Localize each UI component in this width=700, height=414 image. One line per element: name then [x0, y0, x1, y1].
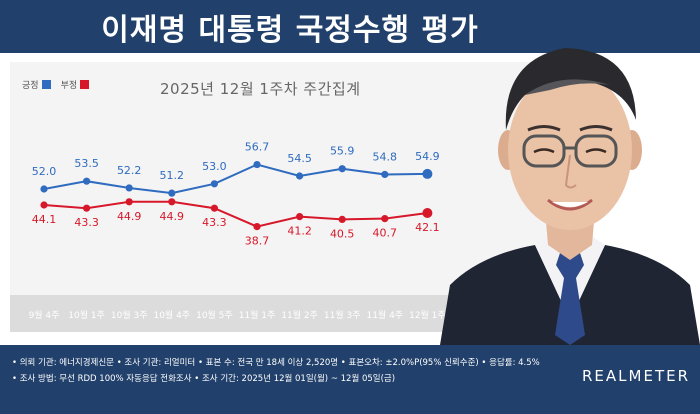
- data-point-positive: [83, 177, 91, 185]
- data-point-negative: [296, 213, 304, 221]
- data-point-negative: [381, 215, 389, 223]
- data-point-positive: [40, 185, 48, 193]
- data-label-negative: 44.9: [117, 210, 142, 223]
- data-point-positive: [168, 189, 176, 197]
- x-tick-label: 10월 3주: [111, 309, 148, 321]
- header-band: 이재명 대통령 국정수행 평가: [0, 0, 700, 53]
- x-tick-label: 11월 4주: [366, 309, 403, 321]
- data-point-positive: [253, 160, 261, 169]
- data-label-positive: 52.2: [117, 164, 142, 177]
- legend-swatch-negative: [80, 80, 90, 89]
- data-label-negative: 43.3: [74, 216, 99, 229]
- data-label-positive: 54.9: [415, 150, 440, 163]
- x-tick-label: 10월 1주: [68, 309, 105, 321]
- legend-swatch-positive: [41, 80, 51, 89]
- series-line-negative: [43, 200, 428, 228]
- x-tick-label: 9월 4주: [29, 309, 60, 321]
- data-label-positive: 53.5: [74, 157, 99, 170]
- legend-item-negative: 부정: [61, 78, 90, 91]
- x-tick-label: 10월 4주: [153, 309, 190, 321]
- legend-label-positive: 긍정: [22, 81, 39, 91]
- data-label-positive: 56.7: [245, 141, 270, 154]
- data-label-negative: 43.3: [202, 216, 227, 229]
- data-label-positive: 55.9: [330, 145, 355, 158]
- survey-info: • 의뢰 기관: 에너지경제신문 • 조사 기관: 리얼미터 • 표본 수: 전…: [12, 355, 540, 387]
- legend: 긍정 부정: [22, 78, 90, 91]
- data-point-positive: [381, 170, 389, 179]
- data-label-negative: 38.7: [245, 235, 270, 248]
- data-point-positive: [422, 168, 433, 179]
- footer-band: • 의뢰 기관: 에너지경제신문 • 조사 기관: 리얼미터 • 표본 수: 전…: [0, 345, 700, 414]
- data-point-negative: [40, 201, 48, 209]
- data-point-negative: [125, 198, 133, 206]
- data-point-positive: [125, 184, 133, 192]
- chart-title: 2025년 12월 1주차 주간집계: [160, 80, 361, 98]
- data-point-positive: [338, 165, 346, 173]
- survey-info-line-2: • 조사 방법: 무선 RDD 100% 자동응답 전화조사 • 조사 기간: …: [12, 374, 396, 384]
- data-label-positive: 54.5: [287, 152, 312, 165]
- x-tick-label: 11월 2주: [281, 309, 318, 321]
- x-tick-label: 12월 1주: [409, 309, 446, 321]
- data-point-negative: [422, 208, 433, 218]
- data-point-positive: [296, 172, 304, 180]
- data-point-negative: [338, 215, 346, 223]
- legend-item-positive: 긍정: [22, 78, 51, 91]
- legend-label-negative: 부정: [60, 81, 78, 91]
- x-axis-band: [10, 295, 453, 332]
- data-label-positive: 51.2: [160, 169, 185, 182]
- x-tick-label: 10월 5주: [196, 309, 233, 321]
- x-tick-label: 11월 1주: [239, 309, 276, 321]
- data-label-negative: 40.5: [330, 227, 355, 240]
- brand-logo: REALMETER: [582, 367, 690, 385]
- data-point-negative: [83, 204, 91, 212]
- survey-info-line-1: • 의뢰 기관: 에너지경제신문 • 조사 기관: 리얼미터 • 표본 수: 전…: [12, 358, 540, 368]
- series-line-positive: [43, 163, 428, 195]
- data-label-negative: 44.1: [32, 213, 57, 226]
- president-portrait: [440, 48, 700, 345]
- data-label-negative: 40.7: [373, 227, 398, 240]
- data-label-negative: 41.2: [287, 225, 312, 238]
- data-label-negative: 42.1: [415, 221, 440, 234]
- x-tick-label: 11월 3주: [324, 309, 361, 321]
- data-label-negative: 44.9: [160, 210, 185, 223]
- data-point-negative: [168, 198, 176, 206]
- data-point-positive: [210, 180, 218, 188]
- data-label-positive: 53.0: [202, 160, 227, 173]
- data-label-positive: 54.8: [373, 150, 398, 163]
- data-point-negative: [210, 204, 218, 212]
- data-point-negative: [253, 223, 261, 231]
- data-label-positive: 52.0: [32, 165, 57, 178]
- page-title: 이재명 대통령 국정수행 평가: [101, 12, 479, 48]
